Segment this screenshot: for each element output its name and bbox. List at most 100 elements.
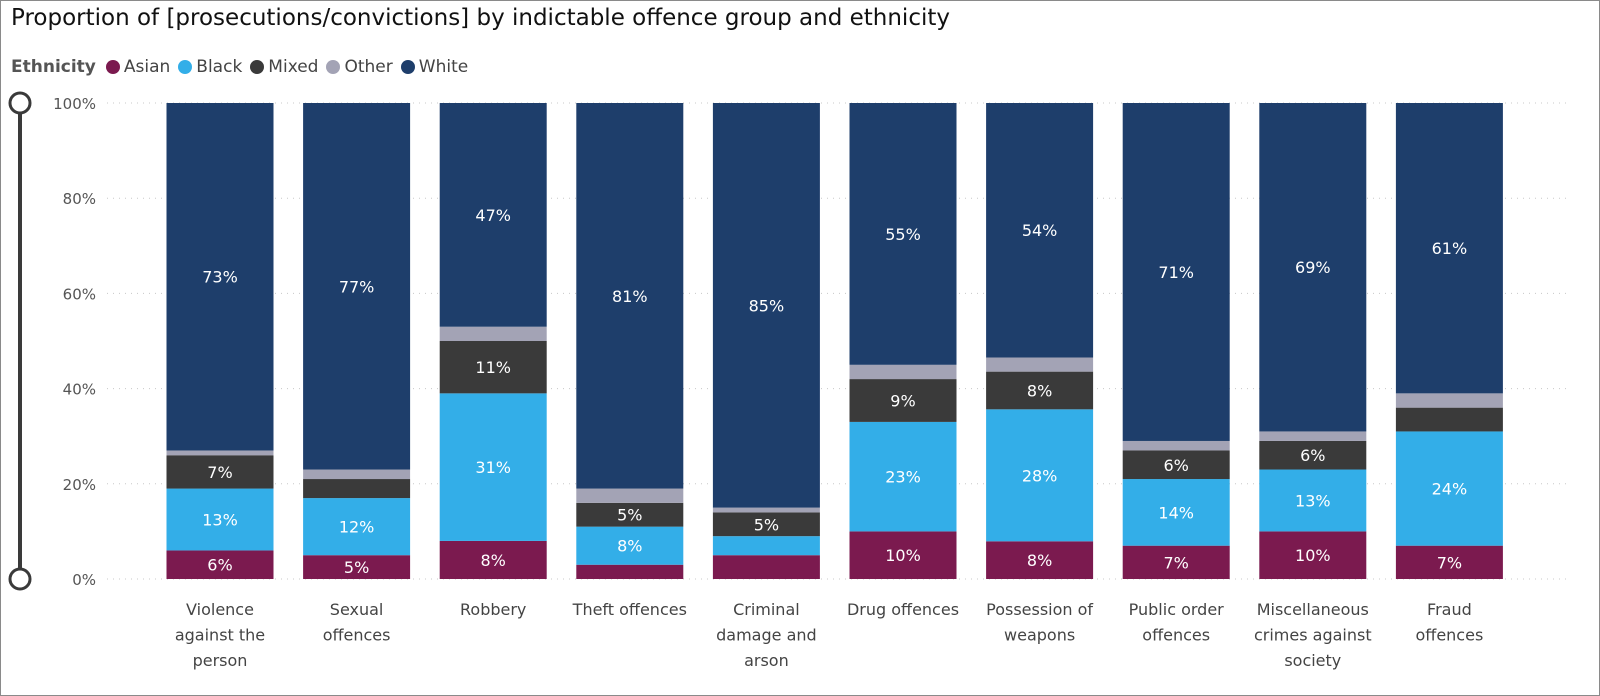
x-category-label: arson bbox=[744, 651, 789, 670]
legend-dot-mixed bbox=[250, 60, 265, 74]
bar-segment-asian bbox=[712, 555, 820, 579]
bar-segment-mixed bbox=[439, 341, 547, 394]
bar-segment-black bbox=[1259, 469, 1367, 532]
legend-dot-black bbox=[178, 60, 193, 74]
bar-segment-mixed bbox=[303, 479, 411, 499]
data-label-asian: 8% bbox=[1027, 551, 1052, 570]
data-label-asian: 10% bbox=[1295, 546, 1331, 565]
data-label-white: 69% bbox=[1295, 258, 1331, 277]
bar-segment-white bbox=[712, 103, 820, 508]
bar-segment-asian bbox=[166, 550, 274, 579]
data-label-mixed: 5% bbox=[617, 506, 642, 525]
legend-item-black[interactable]: Black bbox=[178, 57, 242, 77]
data-label-mixed: 7% bbox=[207, 463, 232, 482]
x-category-label: Criminal bbox=[733, 600, 800, 619]
bar-segment-other bbox=[712, 507, 820, 513]
chart-title: Proportion of [prosecutions/convictions]… bbox=[11, 5, 950, 31]
bar-segment-mixed bbox=[849, 379, 957, 422]
bar-segment-asian bbox=[1259, 531, 1367, 579]
data-label-black: 12% bbox=[339, 518, 375, 537]
bar-segment-black bbox=[576, 526, 684, 565]
bar-segment-asian bbox=[849, 531, 957, 579]
data-label-mixed: 8% bbox=[1027, 381, 1052, 400]
bar-segment-other bbox=[439, 326, 547, 341]
x-category-label: Public order bbox=[1129, 600, 1225, 619]
data-label-black: 8% bbox=[617, 537, 642, 556]
bar-segment-other bbox=[303, 469, 411, 480]
data-label-black: 28% bbox=[1022, 466, 1058, 485]
bar-segment-black bbox=[303, 498, 411, 556]
data-label-black: 13% bbox=[1295, 491, 1331, 510]
data-label-black: 14% bbox=[1158, 503, 1194, 522]
bar-segment-mixed bbox=[1259, 440, 1367, 470]
x-category-label: offences bbox=[323, 626, 391, 645]
bar-segment-other bbox=[166, 450, 274, 456]
y-tick-label: 60% bbox=[63, 285, 96, 303]
data-label-white: 85% bbox=[749, 296, 785, 315]
bar-segment-black bbox=[1122, 479, 1230, 546]
bar-segment-other bbox=[849, 364, 957, 380]
y-tick-label: 20% bbox=[63, 476, 96, 494]
bar-segment-mixed bbox=[576, 502, 684, 527]
data-label-asian: 10% bbox=[885, 546, 921, 565]
data-label-asian: 5% bbox=[344, 558, 369, 577]
data-label-black: 13% bbox=[202, 511, 238, 530]
bar-segment-other bbox=[1122, 440, 1230, 451]
data-label-black: 23% bbox=[885, 468, 921, 487]
y-tick-label: 0% bbox=[72, 571, 96, 589]
bar-segment-asian bbox=[303, 555, 411, 579]
x-category-label: Possession of bbox=[986, 600, 1093, 619]
bar-segment-white bbox=[1395, 103, 1503, 394]
data-label-white: 81% bbox=[612, 287, 648, 306]
legend-title: Ethnicity bbox=[11, 57, 96, 77]
data-label-mixed: 6% bbox=[1164, 456, 1189, 475]
bar-segment-white bbox=[576, 103, 684, 489]
data-label-white: 73% bbox=[202, 268, 238, 287]
bar-segment-asian bbox=[1395, 545, 1503, 579]
bar-segment-white bbox=[303, 103, 411, 470]
legend-item-mixed[interactable]: Mixed bbox=[250, 57, 318, 77]
data-label-asian: 8% bbox=[481, 551, 506, 570]
y-tick-label: 80% bbox=[63, 190, 96, 208]
x-category-label: against the bbox=[175, 626, 265, 645]
legend-label-mixed: Mixed bbox=[268, 57, 319, 77]
legend-label-black: Black bbox=[196, 57, 243, 77]
x-category-label: Sexual bbox=[330, 600, 384, 619]
legend-label-white: White bbox=[418, 57, 469, 77]
data-label-mixed: 6% bbox=[1300, 446, 1325, 465]
legend-dot-asian bbox=[105, 60, 120, 74]
x-category-label: Miscellaneous bbox=[1257, 600, 1369, 619]
bar-segment-white bbox=[439, 103, 547, 327]
bar-segment-white bbox=[986, 103, 1094, 358]
x-category-label: weapons bbox=[1004, 626, 1075, 645]
bar-segment-mixed bbox=[712, 512, 820, 537]
data-label-mixed: 9% bbox=[890, 392, 915, 411]
legend-item-white[interactable]: White bbox=[400, 57, 469, 77]
data-label-white: 55% bbox=[885, 225, 921, 244]
data-label-white: 77% bbox=[339, 277, 375, 296]
legend-item-other[interactable]: Other bbox=[326, 57, 393, 77]
bar-segment-white bbox=[166, 103, 274, 451]
bar-segment-black bbox=[986, 409, 1094, 542]
data-label-black: 31% bbox=[475, 458, 511, 477]
range-slider-handle-top bbox=[8, 91, 32, 115]
data-label-white: 71% bbox=[1158, 263, 1194, 282]
x-category-label: Drug offences bbox=[847, 600, 959, 619]
bar-segment-other bbox=[1259, 431, 1367, 441]
bar-segment-other bbox=[1395, 393, 1503, 408]
bar-segment-asian bbox=[576, 564, 684, 579]
legend-dot-white bbox=[400, 60, 415, 74]
y-tick-label: 100% bbox=[53, 95, 96, 113]
bar-segment-other bbox=[576, 488, 684, 503]
bar-segment-mixed bbox=[1395, 407, 1503, 432]
bar-segment-asian bbox=[439, 540, 547, 579]
legend-item-asian[interactable]: Asian bbox=[105, 57, 170, 77]
bar-segment-mixed bbox=[986, 371, 1094, 410]
x-category-label: Theft offences bbox=[572, 600, 687, 619]
data-label-white: 61% bbox=[1432, 239, 1468, 258]
bar-segment-asian bbox=[1122, 545, 1230, 579]
bar-segment-white bbox=[1122, 103, 1230, 441]
data-label-black: 24% bbox=[1432, 480, 1468, 499]
